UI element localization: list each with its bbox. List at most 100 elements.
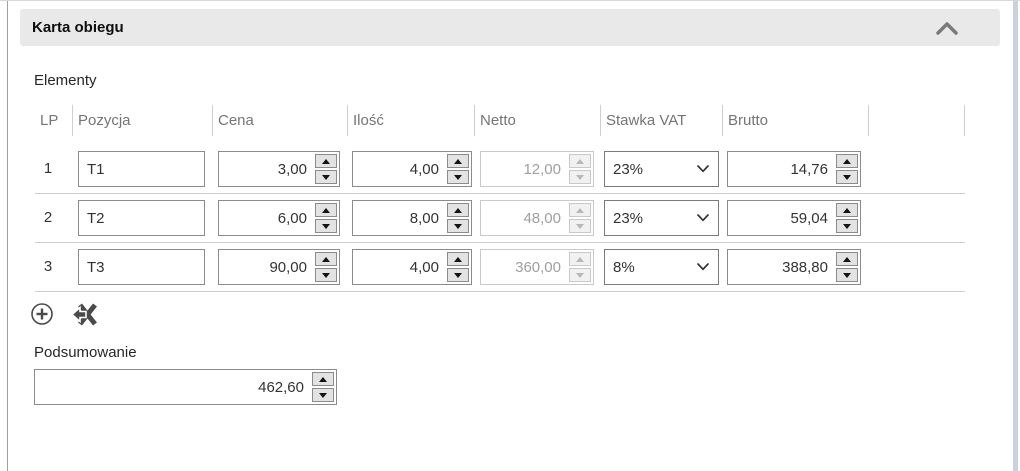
triangle-up-icon (322, 207, 330, 213)
col-header-stawka-vat: Stawka VAT (606, 112, 687, 129)
row-divider (35, 193, 965, 194)
elements-section-label: Elementy (34, 72, 97, 89)
cena-spinner (218, 151, 340, 187)
delete-row-icon (70, 303, 97, 326)
column-divider (474, 105, 475, 136)
column-divider (72, 105, 73, 136)
col-header-cena: Cena (218, 112, 254, 129)
stawka-vat-select[interactable]: 23% (604, 200, 719, 236)
table-row: 3 8% (0, 249, 1020, 285)
netto-spinner-disabled (480, 249, 594, 285)
spin-up-button[interactable] (447, 203, 469, 217)
triangle-up-icon (576, 207, 584, 213)
stawka-vat-select-wrap: 23% (604, 200, 719, 236)
spin-up-button (569, 252, 591, 266)
ilosc-spinner (352, 200, 472, 236)
spin-up-button[interactable] (315, 203, 337, 217)
plus-circle-icon (31, 303, 53, 325)
spin-up-button[interactable] (312, 372, 334, 386)
summary-input[interactable] (35, 370, 336, 404)
triangle-down-icon (843, 223, 851, 229)
panel-left-border (7, 1, 8, 471)
col-header-ilosc: Ilość (353, 112, 384, 129)
column-divider (212, 105, 213, 136)
triangle-up-icon (454, 158, 462, 164)
spin-down-button[interactable] (447, 219, 469, 233)
spin-up-button (569, 203, 591, 217)
pozycja-input[interactable] (78, 249, 205, 285)
spin-down-button[interactable] (315, 219, 337, 233)
triangle-down-icon (322, 174, 330, 180)
spin-down-button[interactable] (315, 170, 337, 184)
row-number: 3 (43, 258, 53, 275)
column-divider (600, 105, 601, 136)
column-divider (722, 105, 723, 136)
spin-up-button[interactable] (315, 154, 337, 168)
stawka-vat-select[interactable]: 8% (604, 249, 719, 285)
triangle-up-icon (843, 207, 851, 213)
cena-spinner (218, 200, 340, 236)
add-row-button[interactable] (30, 302, 54, 326)
triangle-up-icon (576, 256, 584, 262)
brutto-spinner (727, 200, 861, 236)
spin-up-button[interactable] (447, 154, 469, 168)
triangle-down-icon (322, 223, 330, 229)
col-header-pozycja: Pozycja (78, 112, 131, 129)
summary-spinner (34, 369, 337, 405)
spin-up-button[interactable] (836, 252, 858, 266)
chevron-up-icon[interactable] (936, 21, 958, 35)
table-row: 2 23% (0, 200, 1020, 236)
col-header-netto: Netto (480, 112, 516, 129)
spin-up-button[interactable] (447, 252, 469, 266)
pozycja-input[interactable] (78, 151, 205, 187)
spin-down-button[interactable] (447, 268, 469, 282)
column-divider (347, 105, 348, 136)
spin-down-button[interactable] (312, 388, 334, 402)
triangle-up-icon (319, 376, 327, 382)
triangle-down-icon (322, 272, 330, 278)
triangle-down-icon (576, 223, 584, 229)
triangle-up-icon (454, 256, 462, 262)
row-number: 2 (43, 209, 53, 226)
spin-up-button[interactable] (315, 252, 337, 266)
spin-down-button[interactable] (836, 268, 858, 282)
delete-row-button[interactable] (70, 300, 98, 328)
triangle-down-icon (454, 223, 462, 229)
cena-spinner (218, 249, 340, 285)
spin-down-button[interactable] (315, 268, 337, 282)
col-header-brutto: Brutto (728, 112, 769, 129)
row-number: 1 (43, 160, 53, 177)
vertical-scrollbar[interactable] (1013, 1, 1018, 471)
netto-spinner-disabled (480, 200, 594, 236)
spin-down-button (569, 268, 591, 282)
spin-up-button[interactable] (836, 203, 858, 217)
stawka-vat-select-wrap: 8% (604, 249, 719, 285)
triangle-down-icon (576, 272, 584, 278)
brutto-spinner (727, 151, 861, 187)
triangle-up-icon (322, 256, 330, 262)
triangle-up-icon (322, 158, 330, 164)
triangle-up-icon (843, 256, 851, 262)
spin-down-button[interactable] (836, 170, 858, 184)
accordion-header[interactable]: Karta obiegu (20, 9, 1000, 46)
triangle-down-icon (454, 174, 462, 180)
brutto-spinner (727, 249, 861, 285)
triangle-down-icon (843, 272, 851, 278)
spin-up-button[interactable] (836, 154, 858, 168)
table-row: 1 23% (0, 151, 1020, 187)
summary-label: Podsumowanie (34, 344, 137, 361)
triangle-up-icon (843, 158, 851, 164)
spin-down-button (569, 219, 591, 233)
ilosc-spinner (352, 249, 472, 285)
spin-down-button[interactable] (447, 170, 469, 184)
column-divider (868, 105, 869, 136)
triangle-up-icon (454, 207, 462, 213)
pozycja-input[interactable] (78, 200, 205, 236)
triangle-down-icon (454, 272, 462, 278)
stawka-vat-select-wrap: 23% (604, 151, 719, 187)
stawka-vat-select[interactable]: 23% (604, 151, 719, 187)
spin-down-button (569, 170, 591, 184)
triangle-up-icon (576, 158, 584, 164)
spin-down-button[interactable] (836, 219, 858, 233)
